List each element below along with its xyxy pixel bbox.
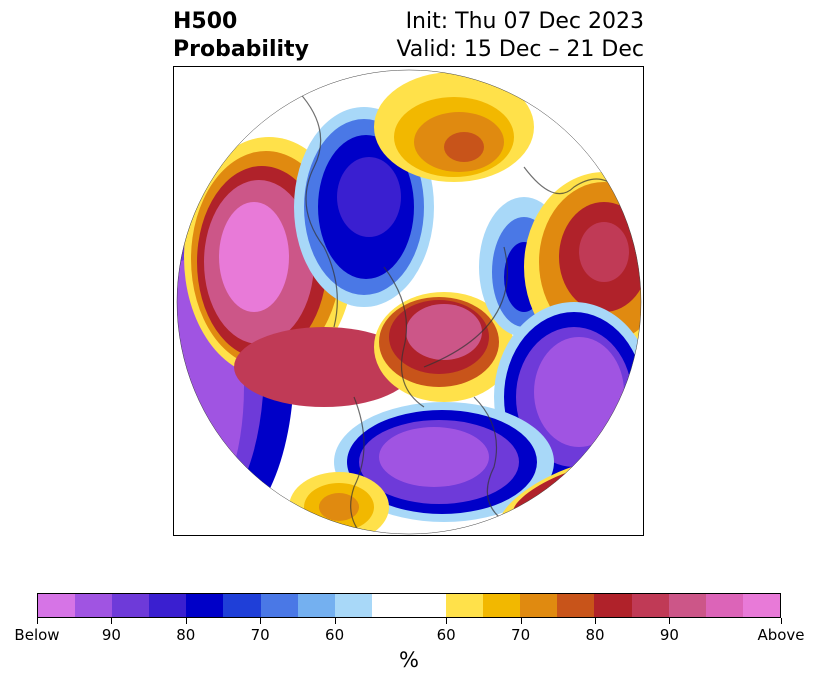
colorbar-tick [260, 618, 262, 624]
colorbar-unit-label: % [399, 648, 419, 672]
anomaly-east-siberia-below [294, 107, 434, 307]
colorbar-tick-label: 90 [101, 626, 121, 644]
colorbar-tick [111, 618, 113, 624]
colorbar-tick [781, 618, 782, 624]
colorbar-tick-label: 80 [176, 626, 196, 644]
anomaly-eastern-us-below [334, 402, 554, 522]
colorbar-segment [742, 594, 780, 617]
colorbar-tick [446, 618, 448, 624]
colorbar [37, 593, 781, 618]
colorbar-tick [520, 618, 522, 624]
colorbar-tick-label: 60 [325, 626, 345, 644]
colorbar-tick-label: 90 [659, 626, 679, 644]
colorbar-segment [38, 594, 76, 617]
colorbar-tick-label: Below [14, 626, 60, 644]
colorbar-tick-label: 70 [511, 626, 531, 644]
variable-label: H500 [173, 9, 238, 34]
colorbar-segment [705, 594, 743, 617]
colorbar-tick [37, 618, 38, 624]
colorbar-ticks [37, 618, 782, 628]
colorbar-tick-label: 60 [436, 626, 456, 644]
colorbar-tick [185, 618, 187, 624]
colorbar-segment [446, 594, 484, 617]
anomaly-polar-above [374, 292, 514, 402]
colorbar-segment [149, 594, 187, 617]
colorbar-tick [669, 618, 671, 624]
colorbar-segment [668, 594, 706, 617]
chart-title-right: Init: Thu 07 Dec 2023 Valid: 15 Dec – 21… [396, 8, 644, 64]
valid-range-label: Valid: 15 Dec – 21 Dec [396, 37, 644, 62]
colorbar-segment [520, 594, 558, 617]
colorbar-tick-label: 70 [250, 626, 270, 644]
colorbar-segment [631, 594, 669, 617]
colorbar-segment [334, 594, 372, 617]
colorbar-segment [75, 594, 113, 617]
colorbar-segment [483, 594, 521, 617]
product-label: Probability [173, 37, 309, 62]
colorbar-tick [595, 618, 596, 624]
colorbar-segment [186, 594, 224, 617]
colorbar-segment [112, 594, 150, 617]
anomaly-northeast-asia-above [374, 72, 534, 182]
map-frame [173, 66, 644, 536]
colorbar-segment [297, 594, 335, 617]
colorbar-tick-label: Above [757, 626, 805, 644]
probability-map [176, 69, 642, 535]
colorbar-segment [371, 594, 447, 617]
colorbar-tick [334, 618, 336, 624]
colorbar-segment [594, 594, 632, 617]
colorbar-segment [260, 594, 298, 617]
init-date-label: Init: Thu 07 Dec 2023 [405, 9, 644, 34]
colorbar-tick-label: 80 [585, 626, 605, 644]
chart-title-left: H500 Probability [173, 8, 309, 64]
colorbar-segment [223, 594, 261, 617]
colorbar-segment [557, 594, 595, 617]
